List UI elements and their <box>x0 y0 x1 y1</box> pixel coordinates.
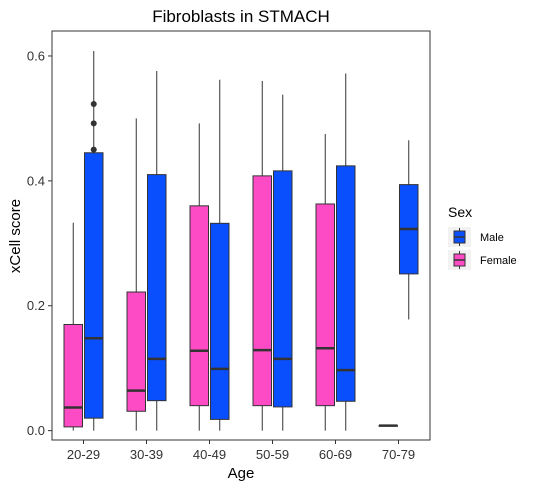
x-tick-label: 60-69 <box>319 447 352 462</box>
legend-item-female: Female <box>448 250 517 270</box>
box-female-60-69 <box>315 134 335 431</box>
box-male-50-59 <box>273 94 293 431</box>
legend-title: Sex <box>448 204 472 220</box>
box-female-50-59 <box>252 80 272 431</box>
y-tick-label: 0.0 <box>27 423 45 438</box>
y-axis: 0.0 0.2 0.4 0.6 <box>27 48 52 438</box>
x-tick-label: 40-49 <box>193 447 226 462</box>
outlier-point <box>90 101 97 108</box>
box-body <box>147 174 167 402</box>
box-female-70-79 <box>378 424 398 427</box>
box-body <box>315 203 335 407</box>
box-male-60-69 <box>336 73 356 431</box>
box-male-20-29 <box>84 50 104 431</box>
box-body <box>63 323 83 428</box>
box-male-40-49 <box>210 79 230 431</box>
box-body <box>336 165 356 402</box>
x-tick-label: 20-29 <box>67 447 100 462</box>
box-body <box>273 170 293 408</box>
box-female-20-29 <box>63 222 83 431</box>
box-body <box>252 175 272 407</box>
x-tick-label: 50-59 <box>256 447 289 462</box>
outlier-point <box>90 146 97 153</box>
box-body <box>210 222 230 420</box>
box-male-70-79 <box>399 140 419 320</box>
x-tick-label: 30-39 <box>130 447 163 462</box>
chart-title: Fibroblasts in STMACH <box>152 7 330 26</box>
y-axis-title: xCell score <box>7 199 24 273</box>
plot-panel <box>51 30 431 441</box>
y-tick-label: 0.4 <box>27 173 45 188</box>
boxes-layer <box>63 50 419 431</box>
box-body <box>84 152 104 419</box>
legend-item-male: Male <box>448 227 504 247</box>
y-tick-label: 0.2 <box>27 298 45 313</box>
legend-label: Female <box>480 255 517 267</box>
box-body <box>126 291 146 412</box>
outlier-point <box>90 120 97 127</box>
legend: Sex Male Female <box>448 204 517 270</box>
x-axis-title: Age <box>228 465 255 482</box>
y-tick-label: 0.6 <box>27 48 45 63</box>
box-female-30-39 <box>126 118 146 431</box>
legend-label: Male <box>480 232 504 244</box>
box-male-30-39 <box>147 70 167 431</box>
x-axis: 20-29 30-39 40-49 50-59 60-69 70-79 <box>67 440 415 462</box>
box-body <box>189 205 209 407</box>
x-tick-label: 70-79 <box>382 447 415 462</box>
box-female-40-49 <box>189 123 209 431</box>
legend-items: Male Female <box>448 227 517 270</box>
